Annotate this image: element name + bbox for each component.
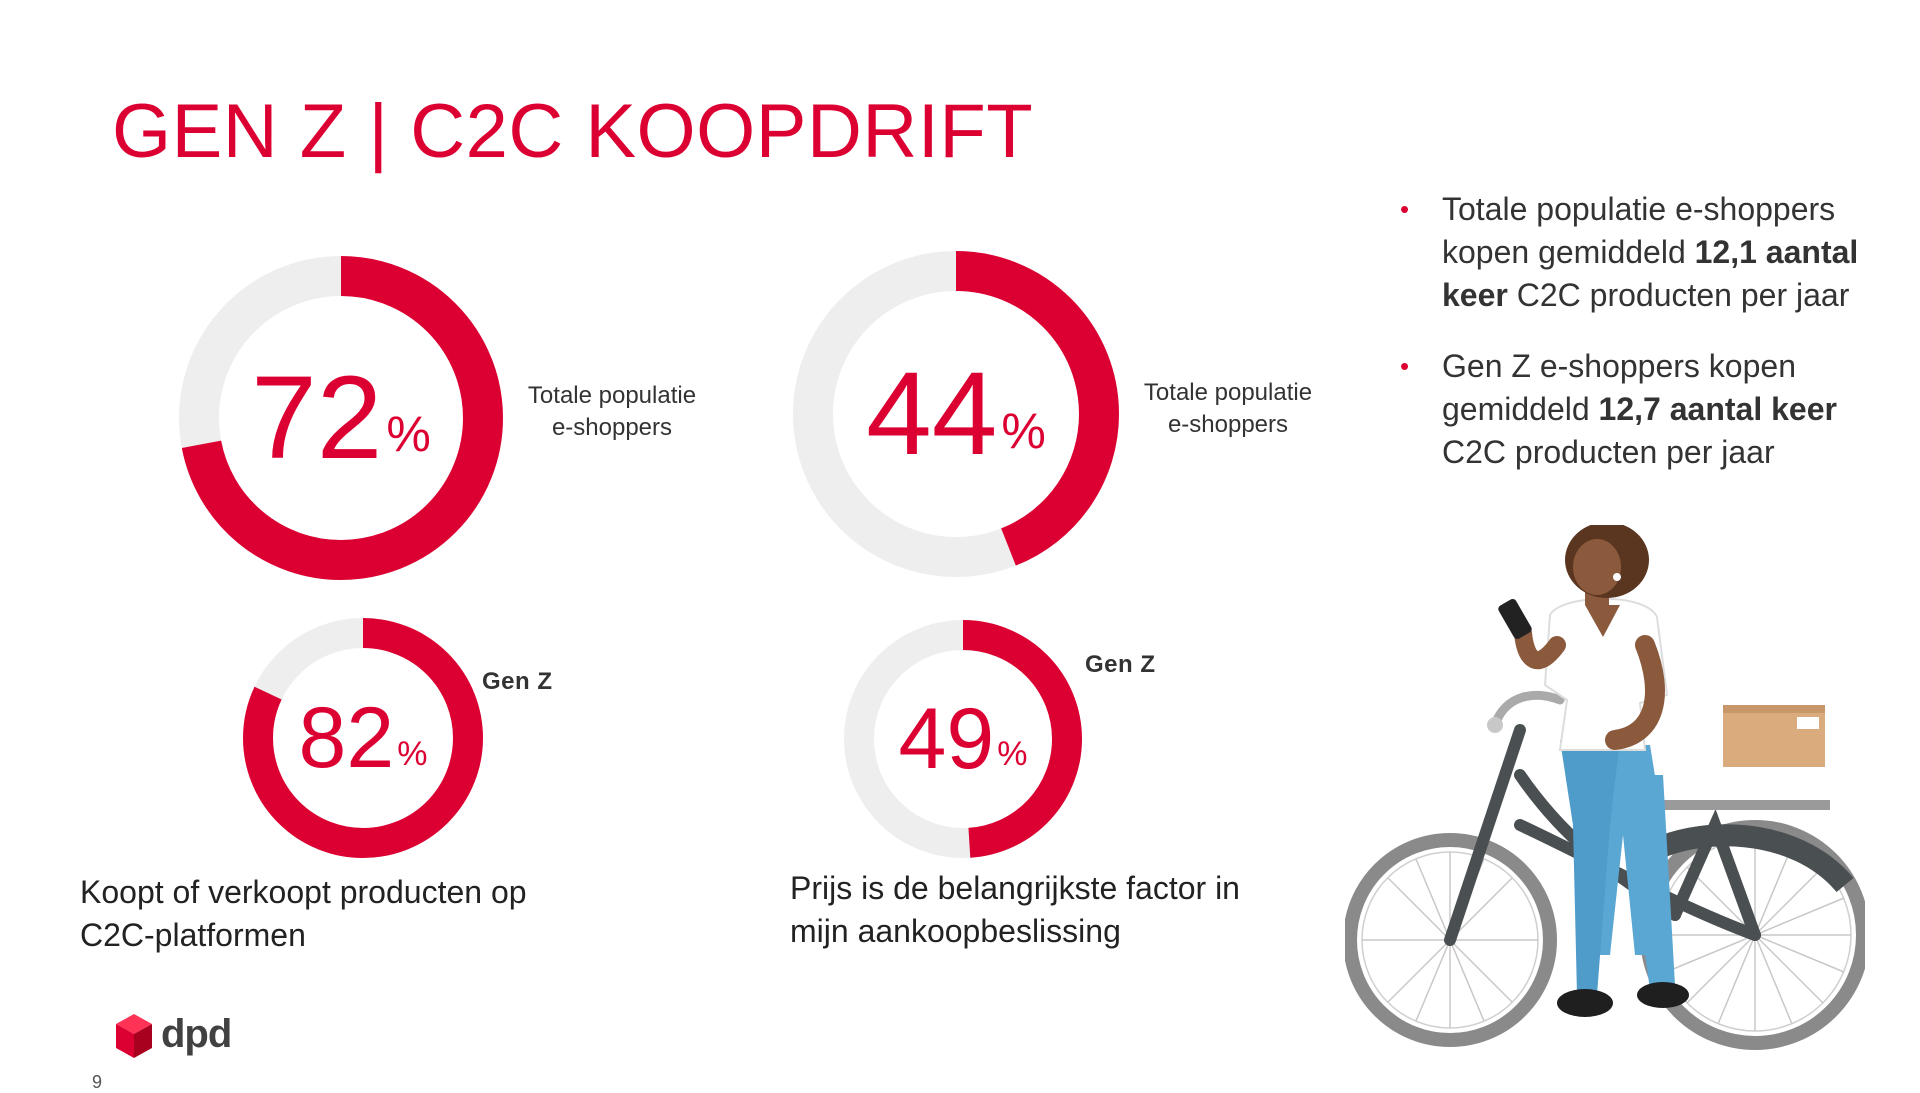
bullet-item: • Totale populatie e-shoppers kopen gemi…	[1400, 188, 1880, 317]
donut-svg	[844, 620, 1082, 858]
donut-value: 72	[251, 352, 383, 484]
donut-chart-genz-c2c: 82%	[242, 617, 484, 859]
donut-arc	[179, 256, 503, 580]
bullet-list: • Totale populatie e-shoppers kopen gemi…	[1400, 188, 1880, 502]
percent-sign: %	[1001, 403, 1046, 459]
donut-svg	[179, 256, 503, 580]
series-label-genz: Gen Z	[1085, 651, 1156, 678]
dpd-logo-icon	[116, 1014, 152, 1058]
caption-price: Prijs is de belangrijkste factor in mijn…	[790, 870, 1240, 949]
series-label-genz: Gen Z	[482, 668, 553, 695]
percent-sign: %	[397, 735, 428, 773]
page-number: 9	[92, 1072, 103, 1092]
donut-value: 44	[866, 348, 998, 480]
donut-chart-genz-price: 49%	[843, 619, 1083, 859]
woman-with-bicycle-illustration	[1345, 525, 1865, 1050]
donut-svg	[793, 251, 1119, 577]
bullet-item: • Gen Z e-shoppers kopen gemiddeld 12,7 …	[1400, 345, 1880, 474]
bullet-marker: •	[1400, 351, 1410, 381]
page-title: GEN Z | C2C KOOPDRIFT	[112, 89, 1034, 174]
percent-sign: %	[997, 735, 1028, 773]
donut-svg	[243, 618, 483, 858]
donut-chart-total-c2c: 72%	[178, 255, 504, 581]
dpd-logo-text: dpd	[161, 1012, 232, 1056]
series-label-total: Totale populatie e-shoppers	[527, 382, 697, 441]
donut-arc	[793, 251, 1119, 577]
donut-arc	[243, 618, 483, 858]
donut-value: 49	[898, 691, 995, 787]
donut-value: 82	[298, 690, 395, 786]
donut-chart-total-price: 44%	[792, 250, 1120, 578]
percent-sign: %	[386, 406, 431, 462]
donut-arc	[844, 620, 1082, 858]
bullet-marker: •	[1400, 194, 1410, 224]
series-label-total: Totale populatie e-shoppers	[1143, 379, 1313, 438]
caption-c2c: Koopt of verkoopt producten op C2C-platf…	[80, 874, 527, 953]
